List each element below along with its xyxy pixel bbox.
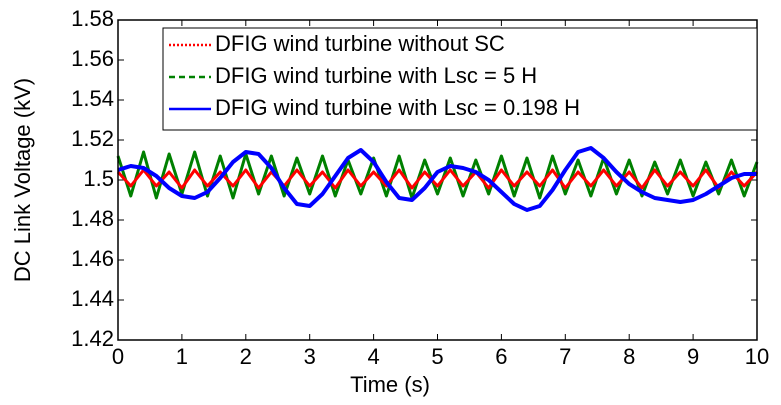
y-tick-label: 1.5 [83, 166, 114, 191]
y-tick-label: 1.52 [71, 126, 114, 151]
y-tick-label: 1.46 [71, 246, 114, 271]
x-tick-label: 10 [745, 344, 769, 369]
x-tick-label: 7 [559, 344, 571, 369]
x-axis-label: Time (s) [350, 372, 430, 397]
legend-label: DFIG wind turbine with Lsc = 0.198 H [215, 95, 580, 120]
legend-box [162, 27, 758, 131]
axes-box [117, 19, 758, 341]
x-tick-label: 9 [687, 344, 699, 369]
x-tick-label: 4 [367, 344, 379, 369]
series-line [116, 168, 759, 190]
y-tick-label: 1.42 [71, 326, 114, 351]
y-tick-label: 1.48 [71, 206, 114, 231]
x-tick-label: 8 [623, 344, 635, 369]
y-tick-label: 1.44 [71, 286, 114, 311]
legend-label: DFIG wind turbine without SC [215, 31, 505, 56]
x-tick-label: 5 [431, 344, 443, 369]
x-tick-label: 2 [240, 344, 252, 369]
x-tick-label: 3 [304, 344, 316, 369]
y-tick-label: 1.58 [71, 6, 114, 31]
x-tick-label: 1 [176, 344, 188, 369]
legend-label: DFIG wind turbine with Lsc = 5 H [215, 63, 537, 88]
series-line [117, 146, 757, 212]
y-tick-label: 1.56 [71, 46, 114, 71]
y-tick-label: 1.54 [71, 86, 114, 111]
x-tick-label: 0 [112, 344, 124, 369]
y-axis-label: DC Link Voltage (kV) [10, 78, 35, 282]
x-tick-label: 6 [495, 344, 507, 369]
